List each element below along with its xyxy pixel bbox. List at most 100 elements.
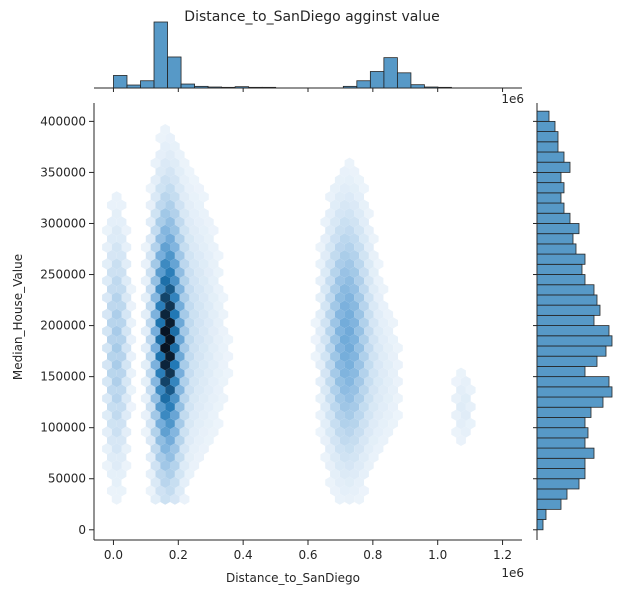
hexbin-cell	[213, 283, 224, 295]
hexbin-cell	[165, 300, 175, 312]
hexbin-cell	[349, 199, 360, 211]
top-hist-bar	[194, 85, 209, 89]
hexbin-cell	[107, 468, 117, 480]
hexbin-cell	[354, 392, 364, 404]
y-tick-label: 0	[78, 523, 86, 537]
hexbin-cell	[194, 199, 204, 211]
hexbin-cell	[330, 199, 340, 211]
hexbin-cell	[179, 292, 190, 304]
hexbin-cell	[378, 283, 389, 295]
hexbin-cell	[184, 334, 195, 346]
hexbin-cell	[199, 224, 209, 236]
hexbin-cell	[116, 317, 127, 329]
right-hist-bar	[536, 192, 562, 204]
hexbin-cell	[456, 367, 466, 379]
hexbin-cell	[383, 392, 394, 404]
x-tick-label: 0.2	[169, 548, 188, 562]
hexbin-cell	[155, 418, 166, 430]
hexbin-cell	[174, 317, 185, 329]
hexbin-cell	[116, 451, 127, 463]
hexbin-cell	[344, 275, 355, 287]
hexbin-cell	[339, 283, 350, 295]
hexbin-cell	[310, 317, 321, 329]
hexbin-cell	[368, 434, 379, 446]
hexbin-cell	[165, 451, 175, 463]
hexbin-cell	[150, 359, 161, 371]
hexbin-cell	[349, 266, 360, 278]
hexbin-cell	[170, 392, 180, 404]
hexbin-cell	[116, 418, 127, 430]
hexbin-cell	[170, 258, 180, 270]
hexbin-cell	[199, 191, 209, 203]
hexbin-cell	[107, 434, 117, 446]
hexbin-cell	[373, 308, 384, 320]
hexbin-cell	[325, 258, 335, 270]
y-tick-label: 100000	[40, 421, 86, 435]
hexbin-cell	[184, 468, 195, 480]
hexbin-cell	[121, 409, 132, 421]
hexbin-cell	[160, 224, 170, 236]
hexbin-cell	[145, 182, 156, 194]
hexbin-cell	[339, 401, 350, 413]
hexbin-cell	[160, 359, 170, 371]
hexbin-cell	[373, 359, 384, 371]
hexbin-cell	[121, 258, 132, 270]
hexbin-cell	[339, 250, 350, 262]
hexbin-cell	[189, 275, 200, 287]
hexbin-cell	[194, 434, 204, 446]
hexbin-cell	[315, 359, 326, 371]
hexbin-cell	[150, 191, 161, 203]
hexbin-cell	[174, 283, 185, 295]
hexbin-cell	[145, 418, 156, 430]
hexbin-cell	[145, 250, 156, 262]
hexbin-cell	[102, 376, 112, 388]
hexbin-cell	[354, 258, 364, 270]
hexbin-cell	[378, 350, 389, 362]
hexbin-cell	[359, 485, 369, 497]
hexbin-cell	[204, 300, 214, 312]
hexbin-cell	[349, 283, 360, 295]
hexbin-cell	[213, 350, 224, 362]
hexbin-cell	[383, 342, 394, 354]
hexbin-cell	[150, 241, 161, 253]
hexbin-cell	[465, 418, 476, 430]
right-hist-bar	[536, 131, 559, 143]
hexbin-cell	[111, 359, 122, 371]
hexbin-cell	[155, 434, 166, 446]
right-hist-bar	[536, 172, 562, 184]
hexbin-cell	[334, 359, 345, 371]
hexbin-cell	[359, 266, 369, 278]
hexbin-cell	[339, 334, 350, 346]
hexbin-cell	[155, 317, 166, 329]
hexbin-cell	[107, 250, 117, 262]
hexbin-cell	[145, 401, 156, 413]
hexbin-cell	[456, 434, 466, 446]
hexbin-cell	[213, 401, 224, 413]
hexbin-cell	[199, 292, 209, 304]
hexbin-cell	[364, 426, 374, 438]
hexbin-cell	[111, 258, 122, 270]
hexbin-cell	[310, 350, 321, 362]
hexbin-cell	[107, 317, 117, 329]
hexbin-cell	[334, 292, 345, 304]
hexbin-cell	[388, 401, 398, 413]
hexbin-cell	[102, 443, 112, 455]
hexbin-cell	[170, 493, 180, 505]
hexbin-cell	[325, 476, 335, 488]
hexbin-cell	[213, 418, 224, 430]
right-hist-bar	[536, 243, 577, 255]
hexbin-cell	[199, 359, 209, 371]
right-hist-bar	[536, 366, 586, 378]
hexbin-cell	[334, 275, 345, 287]
hexbin-cell	[165, 350, 175, 362]
right-hist-bar	[536, 182, 565, 194]
hexbin-cell	[145, 216, 156, 228]
right-hist-bar	[536, 457, 586, 469]
hexbin-cell	[349, 300, 360, 312]
hexbin-cell	[344, 426, 355, 438]
hexbin-cell	[121, 359, 132, 371]
hexbin-cell	[359, 250, 369, 262]
hexbin-cell	[194, 384, 204, 396]
hexbin-cell	[116, 233, 127, 245]
hexbin-cell	[359, 401, 369, 413]
